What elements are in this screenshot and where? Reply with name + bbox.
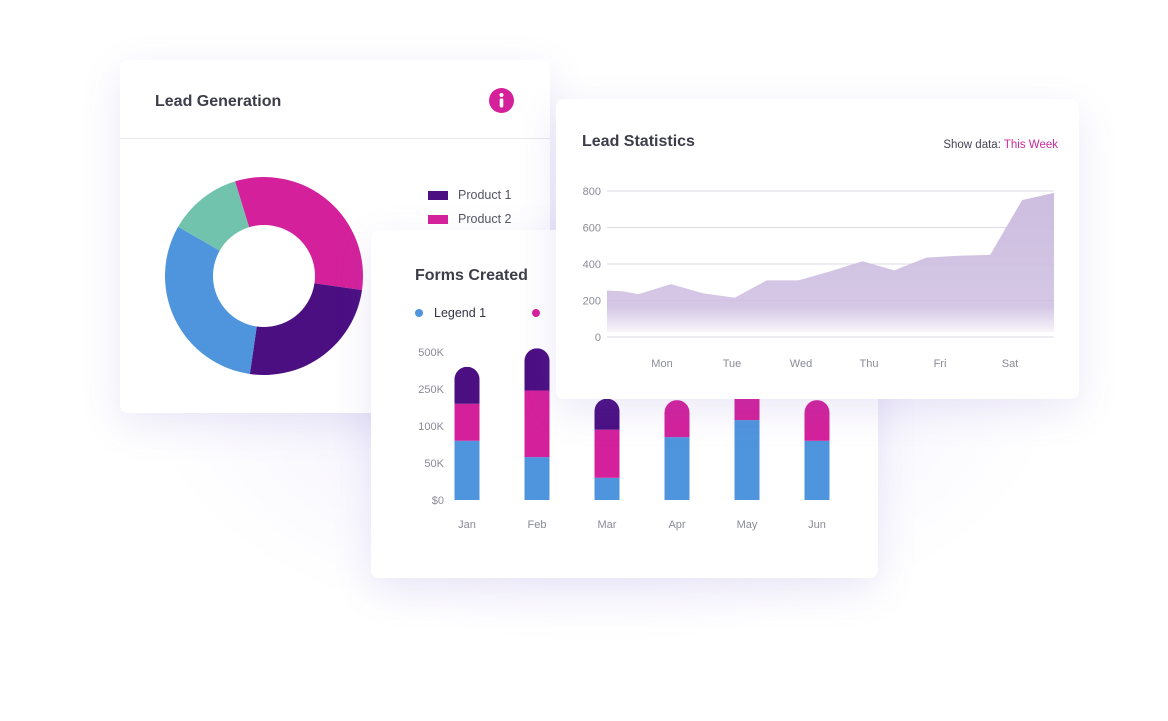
- stacked-bar-chart: $0 50K 100K 250K 500K Jan Feb Mar Apr May Jun: [418, 347, 830, 531]
- bar-segment-1: [594, 477, 620, 500]
- x-tick-label: Tue: [723, 358, 742, 370]
- lead-statistics-card: Lead Statistics Show data: This Week 0 20…: [556, 99, 1079, 399]
- x-tick-label: Jan: [458, 519, 476, 531]
- x-tick-label: May: [737, 519, 758, 531]
- bar-segment-1: [454, 440, 480, 500]
- y-tick-label: 250K: [418, 384, 444, 396]
- card-divider: [120, 138, 550, 139]
- bar-segment-2: [454, 403, 480, 441]
- y-tick-label: 200: [583, 296, 601, 308]
- y-tick-label: 0: [595, 332, 601, 344]
- bar-stack-feb: [524, 348, 550, 500]
- area-chart: 0 200 400 600 800 Mon Tue Wed Thu Fri Sat: [583, 186, 1054, 370]
- area-series: [607, 192, 1054, 332]
- x-tick-label: Sat: [1002, 358, 1019, 370]
- bar-segment-1: [804, 440, 830, 500]
- donut-slice-4: [178, 181, 250, 251]
- x-tick-label: Thu: [860, 358, 879, 370]
- legend-item-2: [532, 309, 551, 317]
- y-tick-label: 800: [583, 186, 601, 198]
- donut-slice-3: [164, 226, 257, 374]
- legend-dot: [415, 309, 423, 317]
- bar-segment-1: [524, 457, 550, 500]
- lead-generation-title: Lead Generation: [155, 93, 282, 110]
- y-tick-label: 100K: [418, 421, 444, 433]
- x-tick-label: Apr: [668, 519, 685, 531]
- show-data-selector[interactable]: Show data: This Week: [943, 139, 1058, 151]
- legend-label: Product 2: [458, 212, 512, 226]
- x-tick-label: Feb: [528, 519, 547, 531]
- bar-stack-apr: [664, 400, 690, 500]
- legend-product-1: Product 1: [428, 188, 512, 202]
- x-tick-label: Fri: [934, 358, 947, 370]
- bar-segment-1: [664, 437, 690, 500]
- bar-segment-1: [734, 420, 760, 500]
- bar-segment-3: [454, 366, 480, 404]
- bar-stack-jan: [454, 366, 480, 500]
- bar-stack-may: [734, 384, 760, 500]
- legend-swatch: [428, 190, 448, 200]
- legend-label: Legend 1: [434, 306, 487, 320]
- forms-legend: Legend 1: [415, 306, 597, 320]
- x-tick-label: Wed: [790, 358, 812, 370]
- bar-segment-3: [524, 348, 550, 391]
- x-tick-label: Mon: [651, 358, 672, 370]
- bar-segment-3: [594, 398, 620, 430]
- bar-segment-2: [594, 429, 620, 478]
- bar-stack-mar: [594, 398, 620, 500]
- x-tick-label: Mar: [598, 519, 617, 531]
- x-tick-label: Jun: [808, 519, 826, 531]
- y-tick-label: 600: [583, 223, 601, 235]
- bar-segment-2: [664, 400, 690, 438]
- forms-created-title: Forms Created: [415, 267, 528, 284]
- donut-chart: [164, 177, 363, 375]
- show-data-label: Show data:: [943, 139, 1001, 151]
- bar-segment-2: [804, 400, 830, 441]
- donut-slice-1: [235, 177, 363, 291]
- info-icon[interactable]: [489, 88, 514, 113]
- y-tick-label: $0: [432, 495, 444, 507]
- y-tick-label: 400: [583, 259, 601, 271]
- show-data-value[interactable]: This Week: [1003, 139, 1058, 151]
- legend-product-2: Product 2: [428, 212, 512, 226]
- legend-dot: [532, 309, 541, 317]
- donut-slice-2: [249, 283, 362, 375]
- legend-item-1: Legend 1: [415, 306, 486, 320]
- bar-segment-2: [524, 390, 550, 458]
- bar-stack-jun: [804, 400, 830, 500]
- legend-label: Product 1: [458, 188, 512, 202]
- y-tick-label: 500K: [418, 347, 444, 359]
- y-tick-label: 50K: [424, 458, 444, 470]
- legend-swatch: [428, 214, 448, 224]
- lead-statistics-title: Lead Statistics: [582, 133, 695, 150]
